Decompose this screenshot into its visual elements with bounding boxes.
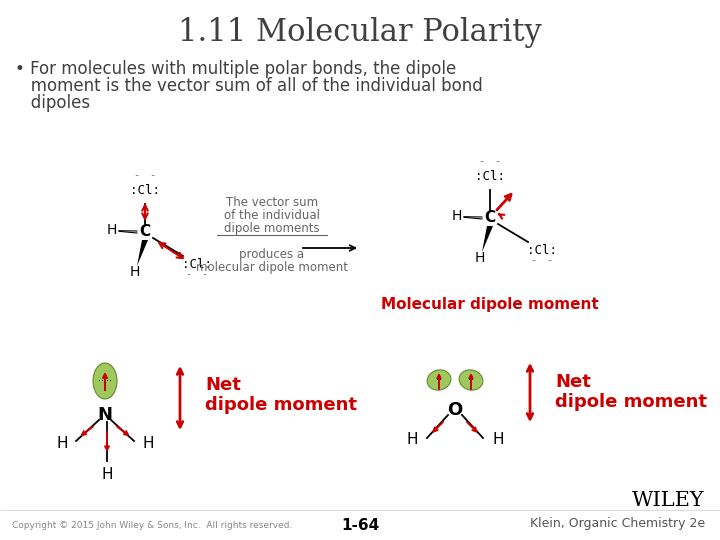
Text: ··: ··: [480, 159, 485, 167]
Text: moment is the vector sum of all of the individual bond: moment is the vector sum of all of the i…: [15, 77, 482, 95]
Polygon shape: [482, 226, 493, 252]
Text: ··: ··: [135, 172, 140, 181]
Ellipse shape: [459, 370, 483, 390]
Ellipse shape: [93, 363, 117, 399]
Text: ··: ··: [186, 272, 192, 280]
Ellipse shape: [427, 370, 451, 390]
Text: 1-64: 1-64: [341, 517, 379, 532]
Text: :Cl:: :Cl:: [130, 184, 160, 197]
Text: ··: ··: [150, 172, 156, 181]
Text: WILEY: WILEY: [632, 491, 705, 510]
Text: H: H: [102, 467, 113, 482]
Text: 1.11 Molecular Polarity: 1.11 Molecular Polarity: [178, 17, 542, 48]
Text: H: H: [407, 433, 418, 448]
Text: ··: ··: [106, 376, 112, 386]
Text: produces a: produces a: [240, 248, 305, 261]
Text: Net
dipole moment: Net dipole moment: [555, 373, 707, 411]
Text: molecular dipole moment: molecular dipole moment: [196, 261, 348, 274]
Text: ··: ··: [436, 375, 442, 385]
Text: dipole moments: dipole moments: [224, 222, 320, 235]
Text: :Cl:: :Cl:: [527, 244, 557, 256]
Text: The vector sum: The vector sum: [226, 196, 318, 209]
Text: O: O: [447, 401, 463, 419]
Text: :Cl:: :Cl:: [182, 258, 212, 271]
Text: H: H: [451, 209, 462, 223]
Text: • For molecules with multiple polar bonds, the dipole: • For molecules with multiple polar bond…: [15, 60, 456, 78]
Text: Copyright © 2015 John Wiley & Sons, Inc.  All rights reserved.: Copyright © 2015 John Wiley & Sons, Inc.…: [12, 521, 292, 530]
Text: Klein, Organic Chemistry 2e: Klein, Organic Chemistry 2e: [530, 517, 705, 530]
Text: ··: ··: [98, 376, 104, 386]
Text: H: H: [107, 223, 117, 237]
Polygon shape: [137, 240, 148, 266]
Text: H: H: [474, 251, 485, 265]
Text: C: C: [485, 211, 495, 226]
Text: ··: ··: [531, 258, 536, 267]
Text: ··: ··: [468, 375, 474, 385]
Text: dipoles: dipoles: [15, 94, 90, 112]
Text: H: H: [142, 435, 153, 450]
Text: of the individual: of the individual: [224, 209, 320, 222]
Text: H: H: [492, 433, 503, 448]
Text: N: N: [97, 406, 112, 424]
Text: ··: ··: [202, 272, 207, 280]
Text: H: H: [130, 265, 140, 279]
Text: ··: ··: [547, 258, 553, 267]
Text: C: C: [140, 225, 150, 240]
Text: H: H: [56, 435, 68, 450]
Text: Net
dipole moment: Net dipole moment: [205, 376, 357, 414]
Text: :Cl:: :Cl:: [475, 170, 505, 183]
Text: ··: ··: [495, 159, 500, 167]
Text: Molecular dipole moment: Molecular dipole moment: [381, 298, 599, 313]
